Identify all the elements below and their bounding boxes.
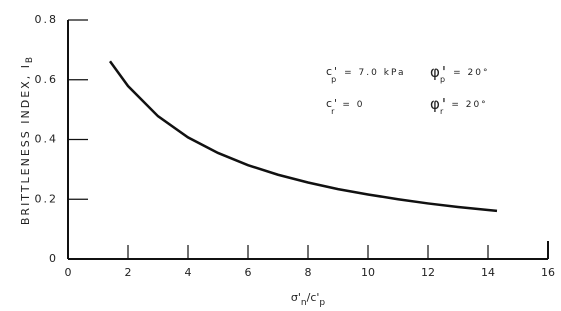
x-label-sub: n <box>301 298 307 308</box>
annotation: φ'p = 20° <box>430 63 489 84</box>
annotation: c' p = 7.0 kPa <box>326 65 405 84</box>
annotation-symbol: c' <box>326 97 339 110</box>
x-tick-label: 4 <box>185 266 192 279</box>
y-tick-label: 0.6 <box>35 73 59 86</box>
annotation-sub: p <box>440 75 447 84</box>
annotation-text: = 20° <box>453 68 489 78</box>
x-tick-label: 10 <box>361 266 375 279</box>
y-label-sub: B <box>25 55 35 63</box>
annotation-symbol: c' <box>326 65 339 78</box>
y-tick-label: 0.4 <box>35 133 59 146</box>
y-axis-label: BRITTLENESS INDEX, IB <box>19 55 35 225</box>
annotation-sub: r <box>440 107 445 116</box>
y-tick-label: 0.2 <box>35 192 59 205</box>
x-label-symbol: σ' <box>291 291 301 304</box>
annotation-symbol: φ' <box>430 63 448 81</box>
y-label-text: BRITTLENESS INDEX, I <box>19 63 32 225</box>
y-tick-label: 0.8 <box>35 13 59 26</box>
annotation-sub: r <box>331 107 336 116</box>
annotation-sub: p <box>331 75 338 84</box>
annotation-symbol: φ' <box>430 95 448 113</box>
annotation-text: = 0 <box>342 100 364 110</box>
x-label-symbol: c' <box>310 291 319 304</box>
x-tick-label: 0 <box>65 266 72 279</box>
x-tick-label: 2 <box>125 266 132 279</box>
x-tick-label: 16 <box>541 266 555 279</box>
x-tick-label: 14 <box>481 266 495 279</box>
annotation-text: = 20° <box>451 100 487 110</box>
annotation: φ'r = 20° <box>430 95 488 116</box>
curve <box>108 60 498 213</box>
x-label-slash: / <box>307 291 311 304</box>
x-axis-label: σ'n/c'p <box>291 291 326 308</box>
x-tick-label: 12 <box>421 266 435 279</box>
x-tick-label: 8 <box>305 266 312 279</box>
x-label-sub: p <box>319 298 325 308</box>
annotation: c' r = 0 <box>326 97 365 116</box>
x-tick-label: 6 <box>245 266 252 279</box>
annotation-text: = 7.0 kPa <box>344 68 405 78</box>
y-tick-label: 0 <box>49 252 58 265</box>
